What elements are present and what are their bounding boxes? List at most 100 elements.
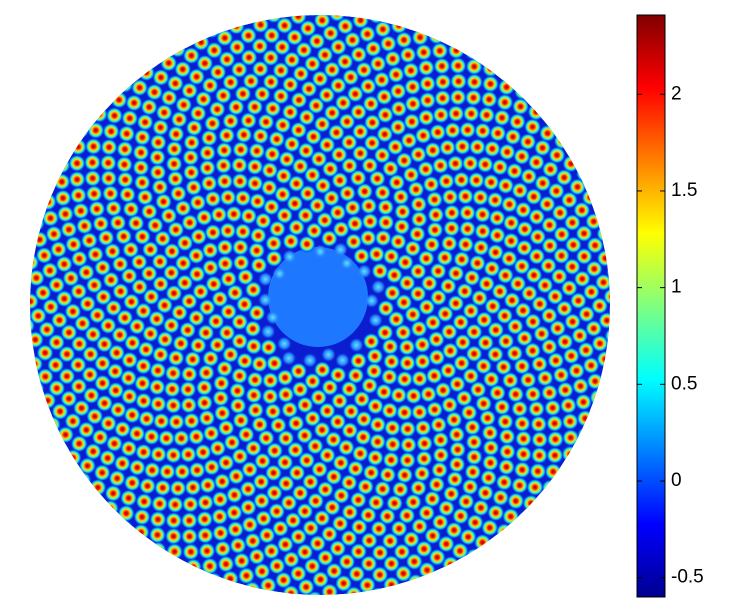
spot [483, 140, 501, 158]
spot [347, 367, 365, 385]
spot [559, 397, 577, 415]
spot [166, 496, 184, 514]
spot [415, 540, 433, 558]
spot [377, 299, 395, 317]
spot [168, 558, 186, 576]
spot [132, 144, 150, 162]
spot [399, 436, 417, 454]
spot [251, 415, 269, 433]
spot [295, 41, 313, 59]
spot [472, 499, 490, 517]
spot [378, 507, 396, 525]
spot [194, 443, 212, 461]
spot [265, 249, 283, 267]
spot [120, 439, 138, 457]
spot [417, 59, 435, 77]
spot [105, 107, 123, 125]
spot [520, 167, 538, 185]
spot [594, 273, 610, 291]
spot [524, 385, 542, 403]
spot [329, 204, 347, 222]
spot [394, 203, 412, 221]
spot [462, 367, 480, 385]
spot [135, 392, 153, 410]
spot [118, 125, 136, 143]
spot [212, 389, 230, 407]
spot [201, 241, 219, 259]
spot [105, 435, 123, 453]
spot [377, 213, 395, 231]
spot [409, 479, 427, 497]
spot [92, 215, 110, 233]
spot [480, 469, 498, 487]
spot [514, 301, 532, 319]
spot [253, 492, 271, 510]
spot [474, 122, 492, 140]
spot [284, 511, 302, 529]
spot [227, 467, 245, 485]
spot [453, 250, 471, 268]
spot [54, 189, 72, 207]
spot [179, 321, 197, 339]
faint-spot [261, 324, 276, 339]
field [30, 15, 610, 595]
spot [404, 239, 422, 257]
spot [516, 220, 534, 238]
spot [459, 528, 477, 546]
spot [30, 277, 33, 295]
spot [445, 411, 463, 429]
spot [68, 154, 86, 172]
faint-spot [335, 353, 350, 368]
spot [395, 293, 413, 311]
spot [216, 29, 234, 47]
spot [313, 509, 331, 527]
spot [80, 232, 98, 250]
spot [149, 510, 167, 528]
spot [84, 169, 102, 187]
spot [245, 337, 263, 355]
spot [39, 392, 57, 410]
spot [50, 311, 68, 329]
spot [88, 200, 106, 218]
spot [268, 130, 286, 148]
spot [278, 150, 296, 168]
spot [371, 544, 389, 562]
spot [440, 234, 458, 252]
spot [475, 357, 493, 375]
spot [577, 426, 595, 444]
spot [251, 60, 269, 78]
spot [244, 281, 262, 299]
spot [342, 68, 360, 86]
faint-spot [313, 244, 328, 259]
spot [262, 73, 280, 91]
spot [218, 324, 236, 342]
spot [261, 161, 279, 179]
spot [442, 485, 460, 503]
spot [220, 303, 238, 321]
spot [304, 15, 322, 17]
spot [376, 106, 394, 124]
spot [383, 284, 401, 302]
spot [156, 330, 174, 348]
spot [60, 390, 78, 408]
spot [487, 321, 505, 339]
spot [265, 354, 283, 372]
spot [497, 458, 515, 476]
spot [525, 266, 543, 284]
spot [419, 385, 437, 403]
spot [163, 242, 181, 260]
spot [552, 247, 570, 265]
spot [591, 334, 609, 352]
spot [195, 209, 213, 227]
spot [546, 414, 564, 432]
spot [266, 590, 284, 595]
spot [391, 480, 409, 498]
spot [244, 320, 262, 338]
spot [231, 313, 249, 331]
spot [392, 188, 410, 206]
spot [332, 220, 350, 238]
spot [212, 524, 230, 542]
spot [419, 91, 437, 109]
spot [236, 352, 254, 370]
spot [201, 259, 219, 277]
